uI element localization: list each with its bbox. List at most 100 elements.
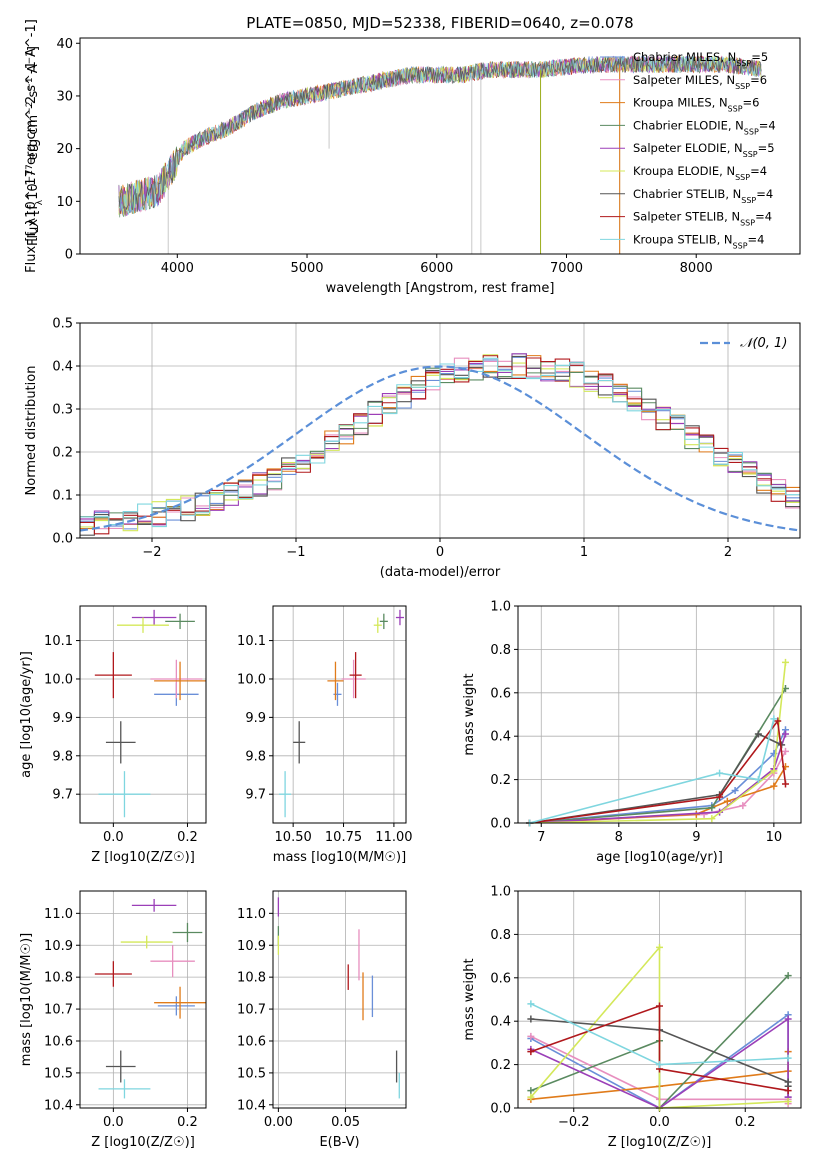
y-tick-label: 1.0 (490, 600, 511, 615)
weight-series-line (529, 718, 775, 824)
weight-point (784, 1097, 792, 1105)
y-tick-label: 10.8 (44, 971, 73, 986)
x-tick-label: 6000 (420, 261, 453, 276)
x-axis-label: age [log10(age/yr)] (596, 850, 723, 865)
y-tick-label: 0.6 (490, 971, 511, 986)
y-tick-label: 0.4 (52, 360, 73, 375)
y-tick-label: 10.7 (44, 1003, 73, 1018)
weight_vs_Z-panel: −0.2 0.0 0.2 0.0 0.2 0.4 0.6 0.8 1.0 Z [log10(Z/Z… (462, 885, 802, 1150)
x-tick-label: 0 (436, 545, 444, 560)
y-tick-label: 0.2 (490, 773, 511, 788)
x-tick-label: 7000 (550, 261, 583, 276)
x-tick-label: 5000 (290, 261, 323, 276)
weight-point (770, 715, 778, 723)
y-axis-label: age [log10(age/yr)] (19, 651, 34, 778)
x-tick-label: −1 (286, 545, 305, 560)
weight-point (774, 717, 782, 725)
weight-point (708, 804, 716, 812)
x-tick-label: 0.05 (331, 1115, 360, 1130)
y-tick-label: 10 (56, 195, 73, 210)
y-tick-label: 0.6 (490, 686, 511, 701)
weight-series-line (529, 732, 782, 824)
y-tick-label: 40 (56, 37, 73, 52)
y-tick-label: 10.5 (237, 1066, 266, 1081)
weight-series-line (529, 688, 787, 824)
y-tick-label: 9.9 (245, 711, 266, 726)
axes-frame (79, 37, 801, 255)
y-tick-label: 11.0 (237, 907, 266, 922)
x-axis-label: (data-model)/error (380, 565, 501, 580)
x-axis-label: Z [log10(Z/Z☉)] (91, 850, 195, 865)
y-tick-label: 0.0 (490, 1102, 511, 1117)
y-tick-label: 0.4 (490, 730, 511, 745)
y-tick-label: 0.0 (490, 817, 511, 832)
y-axis-label: Flux [f_λ10^-17 erg cm^-2 s^-1 A^-1] (24, 19, 39, 273)
weight-point (708, 815, 716, 823)
y-tick-label: 10.0 (237, 672, 266, 687)
weight-series-line (530, 1004, 789, 1092)
normal-curve (79, 365, 801, 532)
y-tick-label: 10.8 (237, 971, 266, 986)
weight-point (527, 1015, 535, 1023)
weight-point (754, 776, 762, 784)
weight-point (781, 658, 789, 666)
x-tick-label: 7 (537, 830, 545, 845)
legend-label: Kroupa ELODIE, NSSP=4 (633, 164, 767, 182)
y-axis-label: Normed distribution (24, 366, 39, 496)
y-tick-label: 10.1 (44, 634, 73, 649)
y-tick-label: 9.8 (245, 749, 266, 764)
x-tick-label: 0.0 (649, 1115, 670, 1130)
legend-label: Kroupa MILES, NSSP=6 (633, 96, 759, 114)
residuals-panel: −2 −1 0 1 2 0.0 0.1 0.2 0.3 0.4 0.5 𝒩(0, 1) (data-mo… (24, 317, 801, 580)
legend-label: Salpeter STELIB, NSSP=4 (633, 210, 772, 228)
legend-label: Kroupa STELIB, NSSP=4 (633, 232, 764, 250)
weight-point (781, 780, 789, 788)
axes-frame (517, 605, 802, 824)
y-tick-label: 10.5 (44, 1066, 73, 1081)
weight-point (723, 797, 731, 805)
y-tick-label: 10.0 (44, 672, 73, 687)
y-tick-label: 9.8 (52, 749, 73, 764)
y-axis-label: mass [log10(M/M☉)] (19, 933, 34, 1066)
weight-point (731, 786, 739, 794)
y-tick-label: 11.0 (44, 907, 73, 922)
age_vs_mass-panel: 10.50 10.75 11.00 9.7 9.8 9.9 10.0 10.1 mass [lo… (237, 605, 413, 865)
weight-point (656, 943, 663, 951)
legend-label: Chabrier MILES, NSSP=5 (633, 50, 768, 68)
weight-point (656, 1002, 663, 1010)
y-tick-label: 10.9 (237, 939, 266, 954)
axes-frame (272, 605, 407, 824)
x-tick-label: 0.0 (103, 830, 124, 845)
weight-point (527, 1048, 535, 1056)
x-tick-label: 8 (615, 830, 623, 845)
y-tick-label: 10.1 (237, 634, 266, 649)
axes-frame (517, 890, 802, 1109)
x-tick-label: 1 (580, 545, 588, 560)
x-tick-label: 9 (692, 830, 700, 845)
spectrum-panel: 4000 5000 6000 7000 8000 0 10 20 30 40 wavelength … (24, 19, 801, 296)
y-tick-label: 0.1 (52, 489, 73, 504)
weight-point (716, 793, 724, 801)
weight-point (781, 730, 789, 738)
y-tick-label: 0 (65, 248, 73, 263)
y-tick-label: 10.4 (237, 1098, 266, 1113)
weight-point (527, 1032, 535, 1040)
y-tick-label: 10.9 (44, 939, 73, 954)
y-tick-label: 10.6 (237, 1034, 266, 1049)
y-tick-label: 0.8 (490, 643, 511, 658)
axes-frame (79, 605, 207, 824)
weight-point (739, 802, 747, 810)
x-tick-label: 4000 (161, 261, 194, 276)
x-tick-label: 0.2 (177, 830, 198, 845)
y-tick-label: 9.9 (52, 711, 73, 726)
y-tick-label: 0.2 (490, 1058, 511, 1073)
x-tick-label: 8000 (680, 261, 713, 276)
x-tick-label: −0.2 (558, 1115, 590, 1130)
y-axis-label: Flux [fλ10−17 erg cm−2 s−1 A−1] (25, 46, 45, 246)
y-axis-label: mass weight (462, 673, 477, 755)
weight-point (716, 769, 724, 777)
legend-label: 𝒩(0, 1) (740, 336, 787, 351)
y-tick-label: 10.4 (44, 1098, 73, 1113)
weight-point (527, 1087, 535, 1095)
